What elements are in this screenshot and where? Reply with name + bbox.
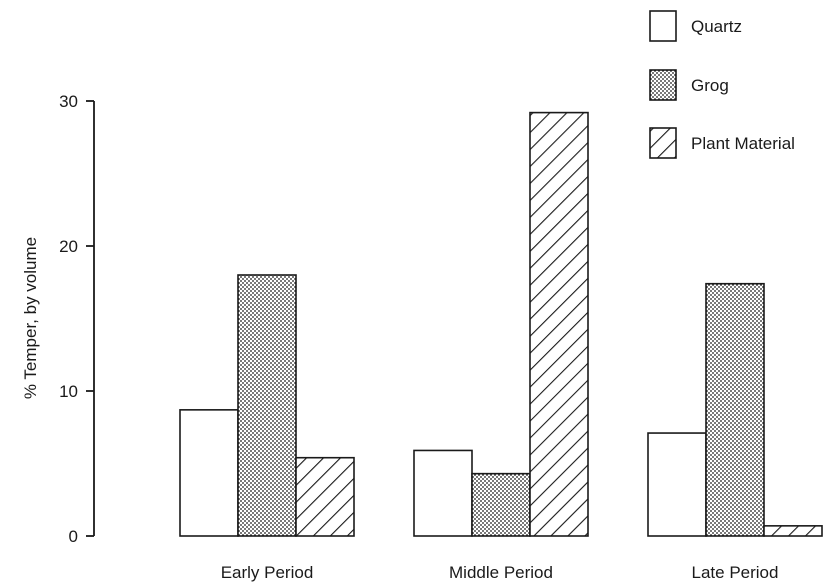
legend: Quartz Grog Plant Material xyxy=(649,10,795,159)
bar-grog-middle-period xyxy=(471,472,531,537)
y-tick-label: 20 xyxy=(59,237,78,256)
y-ticks: 0 10 20 30 xyxy=(59,92,94,546)
y-axis-label: % Temper, by volume xyxy=(21,237,40,399)
category-label: Late Period xyxy=(692,563,779,582)
bar-grog-late-period xyxy=(705,282,765,537)
bar-grog-early-period xyxy=(237,274,297,537)
bar-plant-material-middle-period xyxy=(529,111,589,537)
legend-swatch-plant-material xyxy=(649,127,677,159)
legend-label: Plant Material xyxy=(691,134,795,153)
bar-quartz-middle-period xyxy=(413,449,473,537)
y-tick-label: 10 xyxy=(59,382,78,401)
legend-label: Grog xyxy=(691,76,729,95)
y-tick-label: 0 xyxy=(69,527,78,546)
bars xyxy=(179,111,823,537)
legend-swatch-grog xyxy=(649,69,677,101)
category-labels: Early Period Middle Period Late Period xyxy=(221,563,779,582)
bar-plant-material-late-period xyxy=(763,525,823,537)
bar-plant-material-early-period xyxy=(295,456,355,537)
bar-quartz-late-period xyxy=(647,432,707,537)
category-label: Middle Period xyxy=(449,563,553,582)
bar-quartz-early-period xyxy=(179,409,239,537)
category-label: Early Period xyxy=(221,563,314,582)
legend-label: Quartz xyxy=(691,17,742,36)
y-tick-label: 30 xyxy=(59,92,78,111)
legend-swatch-quartz xyxy=(649,10,677,42)
